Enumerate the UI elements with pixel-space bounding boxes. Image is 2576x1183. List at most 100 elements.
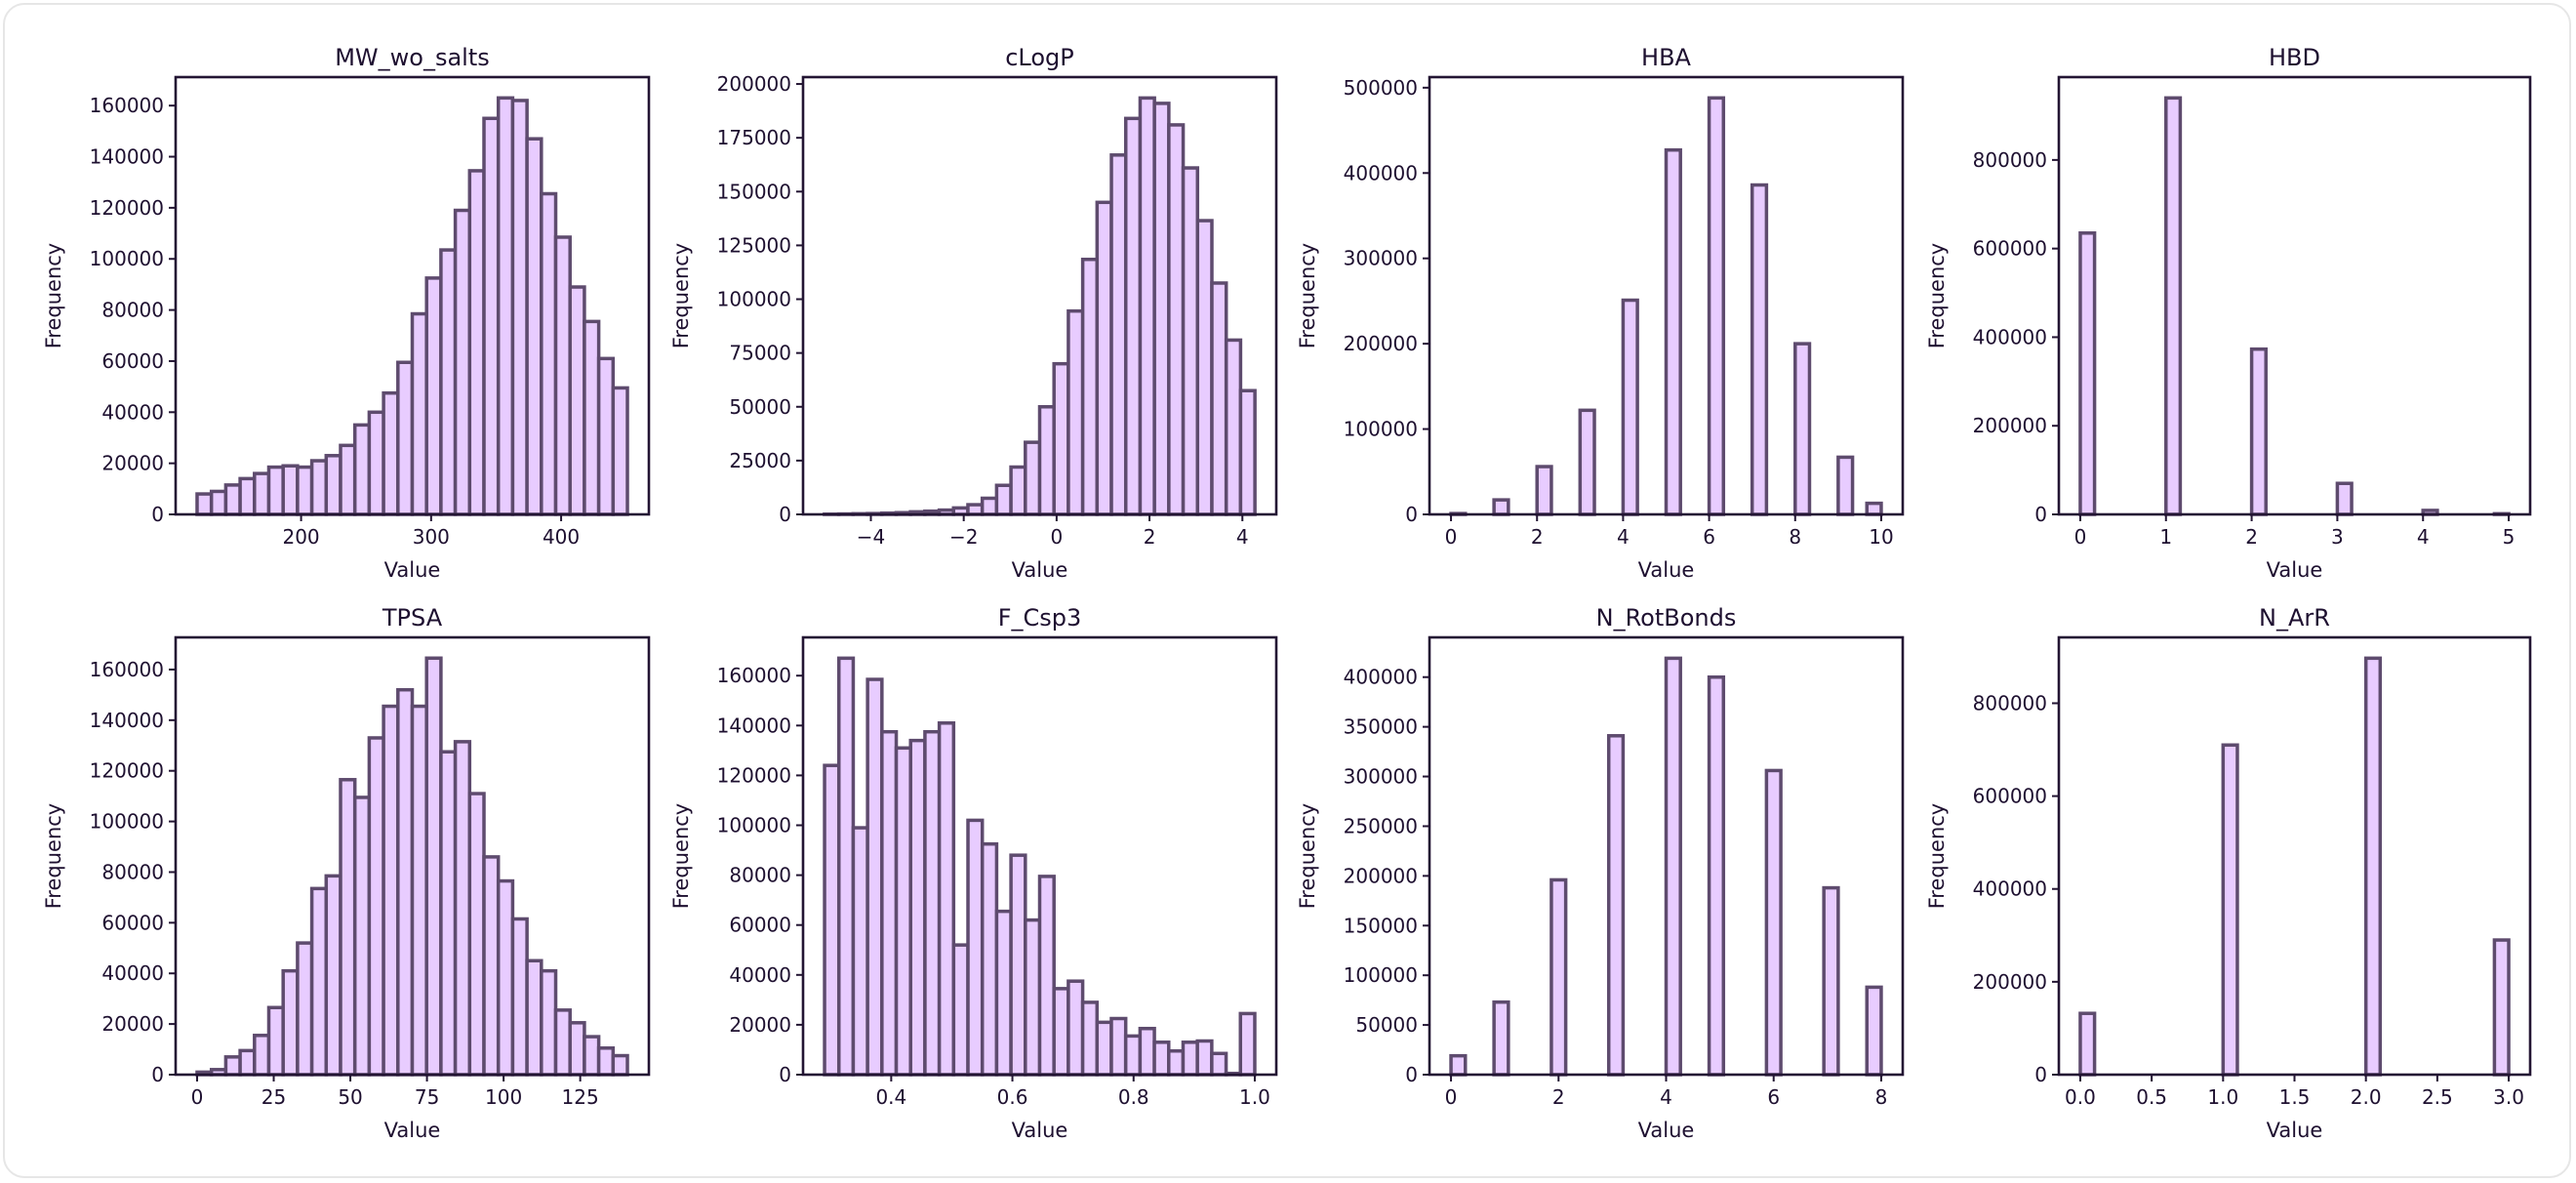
x-tick-label: 6 — [1703, 525, 1715, 549]
histogram-bar — [1535, 465, 1553, 516]
histogram-bar — [1152, 102, 1171, 516]
histogram-bar — [894, 746, 912, 1077]
histogram-bar — [2221, 743, 2239, 1077]
histogram-bar — [994, 909, 1013, 1077]
y-tick-label: 800000 — [1973, 691, 2047, 714]
histogram-bar — [209, 489, 228, 516]
y-axis-label: Frequency — [42, 243, 65, 349]
y-axis-label: Frequency — [1925, 243, 1949, 349]
x-axis-label: Value — [384, 558, 441, 582]
histogram-bar — [1181, 166, 1200, 516]
histogram-bar — [923, 729, 942, 1077]
y-tick-label: 100000 — [717, 814, 791, 837]
histogram-bar — [980, 841, 999, 1077]
histogram-bar — [410, 704, 428, 1077]
y-tick-label: 250000 — [1344, 814, 1418, 837]
histogram-bar — [1080, 1000, 1100, 1077]
x-tick-label: 8 — [1789, 525, 1801, 549]
histogram-bar — [836, 656, 856, 1077]
histogram-bar — [611, 1053, 629, 1077]
y-tick-label: 0 — [151, 1063, 164, 1086]
histogram-bar — [2249, 347, 2268, 516]
histogram-bar — [1238, 388, 1257, 516]
axes-frame — [2057, 635, 2532, 1077]
histogram-bar — [195, 492, 214, 516]
histogram-bar — [296, 941, 314, 1077]
x-axis-label: Value — [1638, 558, 1695, 582]
histogram-bar — [596, 1046, 616, 1077]
histogram-bar — [2335, 481, 2354, 516]
x-tick-label: −4 — [857, 525, 885, 549]
y-tick-label: 25000 — [729, 449, 791, 472]
histogram-bar — [1123, 116, 1143, 516]
histogram-bar — [352, 795, 372, 1077]
histogram-bar — [1080, 257, 1100, 516]
histogram-bar — [482, 855, 501, 1077]
y-tick-label: 100000 — [1344, 963, 1418, 987]
y-tick-label: 200000 — [1344, 332, 1418, 355]
histogram-bar — [1138, 1026, 1156, 1077]
y-tick-label: 100000 — [90, 247, 164, 270]
x-tick-label: 200 — [282, 525, 319, 549]
histogram-bar — [1109, 153, 1128, 516]
y-tick-label: 40000 — [101, 961, 164, 985]
y-tick-label: 600000 — [1973, 237, 2047, 261]
axes-frame — [174, 75, 651, 516]
histogram-bar — [410, 311, 428, 516]
histogram-bar — [1606, 734, 1626, 1077]
x-tick-label: 5 — [2503, 525, 2516, 549]
x-tick-label: 10 — [1869, 525, 1893, 549]
subplot-title: MW_wo_salts — [335, 44, 490, 71]
histogram-bar — [281, 464, 300, 516]
x-axis-label: Value — [2267, 1119, 2323, 1142]
histogram-bar — [1009, 465, 1027, 516]
y-tick-label: 300000 — [1344, 247, 1418, 270]
histogram-bar — [1492, 999, 1510, 1077]
histogram-bar — [1664, 656, 1682, 1077]
x-tick-label: 3 — [2331, 525, 2344, 549]
histogram-bar — [1550, 877, 1568, 1077]
histogram-bar — [1836, 455, 1855, 516]
histogram-bar — [1224, 338, 1243, 516]
y-tick-label: 200000 — [717, 72, 791, 96]
histogram-bar — [1138, 96, 1156, 516]
y-tick-label: 50000 — [729, 395, 791, 419]
axes-frame — [801, 75, 1278, 516]
y-axis-label: Frequency — [1925, 803, 1949, 910]
histogram-bar — [1449, 1053, 1468, 1077]
histogram-bar — [1037, 405, 1056, 516]
histogram-bar — [1095, 200, 1113, 516]
histogram-bar — [339, 778, 357, 1077]
y-tick-label: 140000 — [717, 714, 791, 737]
y-tick-label: 175000 — [717, 126, 791, 149]
y-tick-label: 80000 — [729, 864, 791, 887]
y-axis-label: Frequency — [42, 803, 65, 910]
y-tick-label: 100000 — [1344, 418, 1418, 441]
y-axis-label: Frequency — [1296, 243, 1319, 349]
y-tick-label: 80000 — [101, 299, 164, 322]
y-tick-label: 400000 — [1973, 325, 2047, 348]
x-tick-label: 0.6 — [997, 1085, 1028, 1109]
subplot-n-arr: 0.0 0.5 1.0 1.5 2.0 2.5 3.0 0 200000 400000 600000… — [1925, 604, 2532, 1142]
histogram-bar — [937, 721, 956, 1077]
x-tick-label: 0.4 — [875, 1085, 906, 1109]
histogram-bar — [1052, 987, 1070, 1077]
y-tick-label: 0 — [2034, 1063, 2047, 1086]
y-tick-label: 40000 — [729, 963, 791, 987]
x-tick-label: 2.5 — [2422, 1085, 2453, 1109]
x-tick-label: 0 — [2074, 525, 2087, 549]
y-tick-label: 160000 — [90, 658, 164, 681]
histogram-bar — [596, 356, 616, 516]
histogram-bar — [994, 483, 1013, 516]
histogram-bar — [540, 968, 558, 1077]
histogram-bar — [309, 886, 329, 1077]
histogram-bar — [1707, 96, 1726, 516]
y-tick-label: 120000 — [717, 763, 791, 787]
y-tick-label: 120000 — [90, 759, 164, 783]
x-tick-label: 2.0 — [2351, 1085, 2382, 1109]
histogram-bar — [352, 423, 372, 516]
y-tick-label: 75000 — [729, 342, 791, 365]
axes-frame — [174, 635, 651, 1077]
histogram-bar — [553, 235, 572, 516]
histogram-bar — [1195, 1039, 1214, 1077]
